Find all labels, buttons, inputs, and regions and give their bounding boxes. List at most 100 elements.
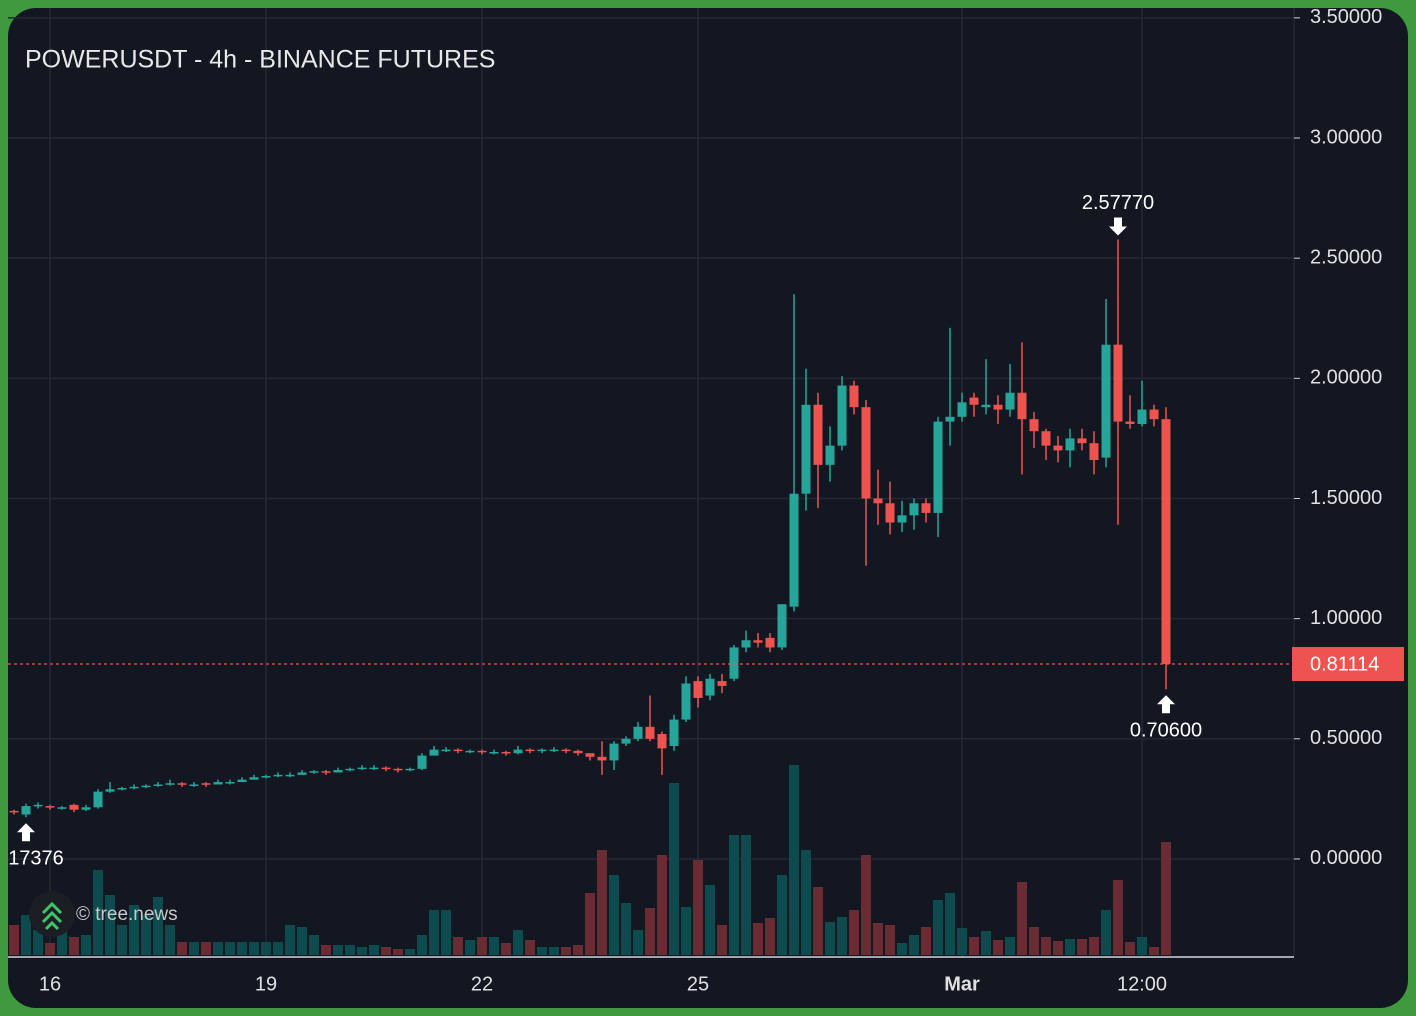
candle-body (705, 678, 715, 696)
volume-bar (909, 935, 919, 955)
candle-body (729, 647, 739, 679)
candle-body (321, 771, 331, 773)
candle-body (1089, 443, 1099, 461)
y-tick-label: 0.00000 (1310, 847, 1382, 869)
volume-bar (453, 937, 463, 955)
candle-body (1005, 392, 1015, 410)
volume-bar (969, 937, 979, 955)
candle-body (777, 604, 787, 648)
volume-bar (1053, 941, 1063, 955)
candle-body (969, 397, 979, 405)
volume-bar (645, 908, 655, 955)
candle-body (129, 786, 139, 789)
candle-body (453, 749, 463, 752)
candle-body (33, 804, 43, 807)
volume-bar (369, 945, 379, 955)
volume-bar (321, 945, 331, 955)
candle-body (1101, 344, 1111, 458)
volume-bar (1137, 937, 1147, 955)
candle-body (297, 772, 307, 775)
last-price-box (1292, 647, 1404, 682)
volume-bar (261, 942, 271, 955)
x-tick-label: 16 (39, 973, 61, 995)
candle-body (717, 681, 727, 686)
candle-body (525, 749, 535, 752)
volume-bar (69, 937, 79, 955)
y-tick-label: 1.00000 (1310, 607, 1382, 629)
candle-body (981, 404, 991, 408)
y-tick-label: 2.00000 (1310, 367, 1382, 389)
candle-body (393, 768, 403, 771)
y-tick-label: 2.50000 (1310, 246, 1382, 268)
volume-bar (1089, 937, 1099, 955)
volume-bar (777, 875, 787, 955)
candle-body (621, 738, 631, 744)
y-tick-label: 1.50000 (1310, 487, 1382, 509)
candle-body (1125, 421, 1135, 424)
volume-bar (585, 893, 595, 955)
candle-body (885, 503, 895, 523)
candle-body (837, 385, 847, 446)
volume-bar (213, 942, 223, 955)
candle-body (921, 503, 931, 513)
candle-body (117, 788, 127, 790)
candle-body (813, 404, 823, 465)
volume-bar (141, 915, 151, 955)
volume-bar (597, 850, 607, 955)
y-tick-label: 3.50000 (1310, 6, 1382, 28)
candle-body (333, 770, 343, 773)
volume-bar (825, 922, 835, 955)
candle-body (9, 810, 19, 813)
candle-body (513, 749, 523, 754)
candle-body (225, 782, 235, 784)
volume-bar (21, 915, 31, 955)
candle-body (861, 407, 871, 499)
annotation-label: 2.57770 (1082, 192, 1154, 214)
volume-bar (741, 835, 751, 955)
volume-bar (681, 907, 691, 955)
candle-body (1017, 392, 1027, 420)
volume-bar (525, 940, 535, 955)
volume-bar (1029, 927, 1039, 955)
volume-bar (93, 870, 103, 955)
volume-bar (225, 942, 235, 955)
volume-bar (405, 949, 415, 955)
volume-bar (897, 943, 907, 955)
volume-bar (345, 945, 355, 955)
candle-body (369, 767, 379, 770)
candle-body (669, 719, 679, 747)
candle-body (765, 637, 775, 648)
candle-body (141, 785, 151, 788)
candle-body (45, 806, 55, 808)
candle-body (57, 807, 67, 809)
candle-body (753, 640, 763, 643)
volume-bar (1005, 937, 1015, 955)
volume-bar (237, 942, 247, 955)
last-price-label: 0.81114 (1310, 653, 1379, 675)
volume-bar (789, 765, 799, 955)
axes-layer: 3.50000 3.00000 2.50000 2.00000 1.50000 1.000… (8, 6, 1404, 995)
candle-body (201, 783, 211, 785)
candle-body (69, 804, 79, 810)
y-tick-label: 3.00000 (1310, 126, 1382, 148)
volume-bar (297, 927, 307, 955)
candle-body (585, 753, 595, 757)
candle-body (177, 783, 187, 785)
volume-bar (477, 937, 487, 955)
candle-body (789, 493, 799, 607)
volume-bar (489, 937, 499, 955)
volume-bar (1125, 942, 1135, 955)
candle-body (501, 752, 511, 754)
candle-body (1041, 431, 1051, 446)
candle-body (21, 806, 31, 815)
volume-bar (165, 925, 175, 955)
annotation-arrow (1109, 217, 1127, 236)
volume-bar (669, 783, 679, 955)
y-tick-label: 0.50000 (1310, 727, 1382, 749)
candle-body (213, 782, 223, 785)
grid (8, 8, 1294, 957)
volume-bar (873, 923, 883, 955)
volume-bar (957, 928, 967, 955)
volume-bar (333, 945, 343, 955)
volume-bar (729, 835, 739, 955)
